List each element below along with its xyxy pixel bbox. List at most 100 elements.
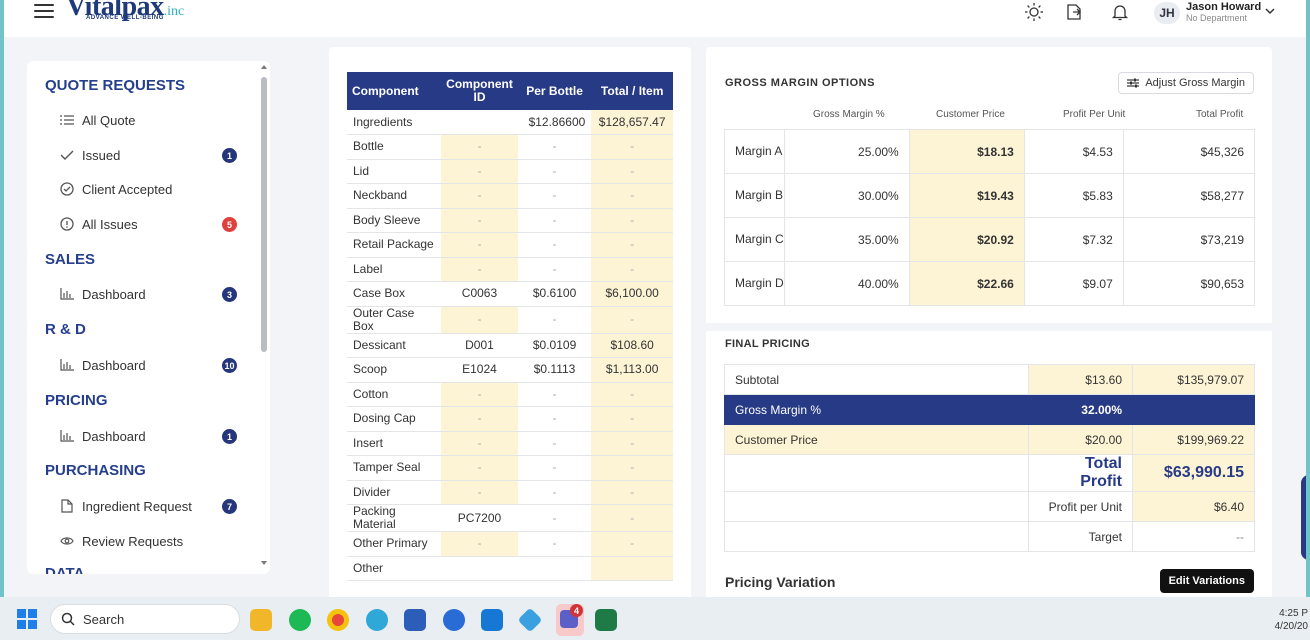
cell-per-bottle: - [517, 382, 592, 407]
bell-icon[interactable] [1110, 2, 1130, 22]
avatar[interactable]: JH [1154, 2, 1180, 24]
cell-component-id: - [441, 257, 518, 282]
windows-start-icon[interactable] [17, 609, 37, 629]
margin-row[interactable]: Margin C 35.00% $20.92 $7.32 $73,219 [724, 217, 1256, 262]
customer-price-row: Customer Price $20.00 $199,969.22 [724, 424, 1255, 455]
cell-component: Dosing Cap [347, 406, 442, 432]
power-automate-icon[interactable] [443, 609, 465, 631]
user-name: Jason Howard [1186, 1, 1262, 13]
empty-cell [724, 454, 1029, 492]
cell-total-item: - [591, 531, 673, 557]
section-divider [706, 323, 1272, 331]
cell-per-bottle [517, 556, 592, 581]
hamburger-menu-icon[interactable] [34, 4, 54, 20]
cell-component-id: D001 [441, 333, 518, 358]
subtotal-unit: $13.60 [1028, 364, 1133, 395]
cell-customer-price: $20.92 [908, 217, 1025, 262]
logo-inc: .inc [163, 4, 185, 19]
sidebar-item-ingredient-request[interactable]: Ingredient Request 7 [59, 494, 237, 518]
notification-badge: 4 [570, 604, 583, 617]
sidebar-item-all-quote[interactable]: All Quote [59, 108, 237, 132]
sidebar-item-pricing-dashboard[interactable]: Dashboard 1 [59, 424, 237, 448]
profit-per-unit-label: Profit per Unit [1028, 491, 1133, 522]
edit-variations-button[interactable]: Edit Variations [1159, 569, 1254, 593]
azure-icon[interactable] [517, 607, 543, 633]
system-clock[interactable]: 4:25 P 4/20/20 [1275, 607, 1308, 633]
section-sales: SALES [45, 251, 96, 268]
user-department: No Department [1186, 13, 1248, 23]
adjust-gross-margin-label: Adjust Gross Margin [1145, 77, 1245, 89]
cell-component: Neckband [347, 183, 442, 209]
check-icon [59, 147, 75, 163]
gross-margin-label: Gross Margin % [724, 394, 1029, 425]
sidebar-scrollbar[interactable] [261, 65, 267, 567]
cell-component-id: PC7200 [441, 504, 518, 532]
cell-component: Dessicant [347, 333, 442, 358]
gross-margin-value[interactable]: 32.00% [1028, 394, 1133, 425]
logo[interactable]: Vitalpax.inc ADVANCE WELL-BEING [66, 0, 184, 22]
count-badge: 1 [222, 429, 237, 444]
excel-icon[interactable] [595, 609, 617, 631]
sidebar-item-issued[interactable]: Issued 1 [59, 143, 237, 167]
cell-component: Scoop [347, 357, 442, 383]
sun-icon[interactable] [1024, 2, 1044, 22]
activity-side-tab[interactable] [1301, 475, 1306, 560]
cell-component: Packing Material [347, 504, 442, 532]
adjust-gross-margin-button[interactable]: Adjust Gross Margin [1118, 72, 1254, 94]
cell-per-bottle: - [517, 306, 592, 334]
spotify-icon[interactable] [289, 609, 311, 631]
word-icon[interactable] [404, 609, 426, 631]
margin-row[interactable]: Margin B 30.00% $19.43 $5.83 $58,277 [724, 173, 1256, 218]
teams-app-tile[interactable]: 4 [556, 604, 584, 636]
search-placeholder: Search [83, 611, 125, 627]
sidebar-item-review-requests[interactable]: Review Requests [59, 529, 237, 553]
subtotal-total: $135,979.07 [1132, 364, 1255, 395]
clock-date: 4/20/20 [1274, 621, 1308, 632]
sidebar-item-sales-dashboard[interactable]: Dashboard 3 [59, 282, 237, 306]
cell-per-bottle: - [517, 159, 592, 184]
file-explorer-icon[interactable] [250, 609, 272, 631]
chevron-down-icon[interactable] [1264, 6, 1276, 16]
sidebar-item-all-issues[interactable]: All Issues 5 [59, 212, 237, 236]
scrollbar-thumb[interactable] [261, 77, 267, 352]
chrome-icon[interactable] [327, 609, 349, 631]
taskbar-search[interactable]: Search [50, 604, 240, 634]
target-value[interactable]: -- [1132, 521, 1255, 552]
col-header-per-bottle[interactable]: Per Bottle [517, 72, 592, 110]
margin-row[interactable]: Margin A 25.00% $18.13 $4.53 $45,326 [724, 129, 1256, 174]
cell-profit-per-unit: $7.32 [1023, 217, 1124, 262]
col-header-component[interactable]: Component [347, 72, 442, 110]
search-icon [61, 612, 75, 626]
cell-per-bottle: - [517, 232, 592, 258]
outlook-icon[interactable] [481, 609, 503, 631]
profit-per-unit-value: $6.40 [1132, 491, 1255, 522]
table-row: Outer Case Box - - - [347, 306, 673, 334]
table-row: Ingredients $12.86600 $128,657.47 [347, 110, 673, 135]
cell-per-bottle: - [517, 431, 592, 456]
sidebar-item-client-accepted[interactable]: Client Accepted [59, 177, 237, 201]
col-header-gross-margin: Gross Margin % [813, 109, 885, 120]
cell-per-bottle: - [517, 257, 592, 282]
table-row: Packing Material PC7200- - [347, 504, 673, 532]
final-pricing-title: FINAL PRICING [725, 338, 810, 350]
cell-component: Other [347, 556, 442, 581]
table-row: Other [347, 556, 673, 581]
clock-time: 4:25 P [1279, 608, 1308, 619]
cell-margin-label: Margin A [724, 129, 785, 174]
cell-component: Cotton [347, 382, 442, 407]
cell-component-id: - [441, 306, 518, 334]
total-profit-value: $63,990.15 [1132, 454, 1255, 492]
cell-total-item: - [591, 159, 673, 184]
table-row: Label - - - [347, 257, 673, 282]
table-row: Lid - - - [347, 159, 673, 184]
export-icon[interactable] [1064, 2, 1084, 22]
pricing-panel: GROSS MARGIN OPTIONS Adjust Gross Margin… [706, 47, 1272, 597]
sidebar-item-rnd-dashboard[interactable]: Dashboard 10 [59, 353, 237, 377]
col-header-total-item[interactable]: Total / Item [591, 72, 673, 110]
cell-total-profit: $90,653 [1122, 261, 1256, 306]
edge-icon[interactable] [366, 609, 388, 631]
margin-row[interactable]: Margin D 40.00% $22.66 $9.07 $90,653 [724, 261, 1256, 306]
col-header-component-id[interactable]: Component ID [441, 72, 518, 110]
cell-per-bottle: $0.1113 [517, 357, 592, 383]
table-row: Bottle - - - [347, 134, 673, 160]
